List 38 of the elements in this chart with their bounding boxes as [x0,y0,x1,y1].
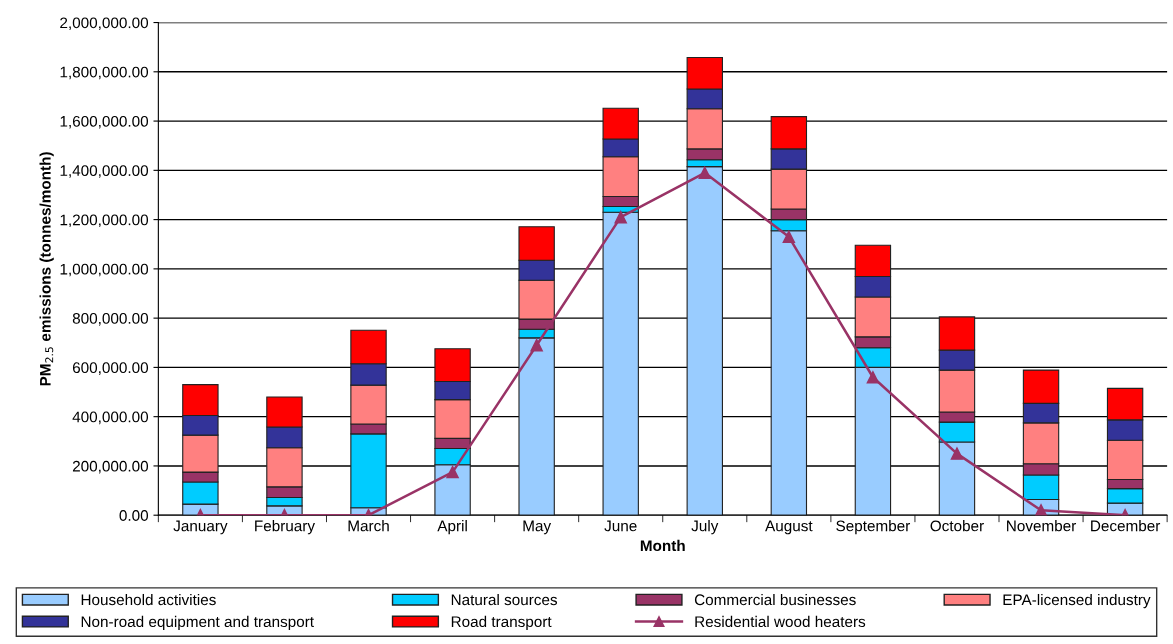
x-tick-label: June [604,520,637,532]
y-tick-label: 1,000,000.00 [60,263,149,277]
y-tick-label: 400,000.00 [72,411,149,425]
x-tick-label: October [930,520,984,532]
legend-label: Natural sources [451,593,558,606]
y-tick-label: 800,000.00 [72,313,149,326]
point [782,230,796,244]
legend-label: Non-road equipment and transport [81,615,314,631]
x-tick-label: January [173,520,228,535]
point [866,371,880,384]
x-tick-label: February [255,520,315,535]
x-tick-label: July [691,520,719,535]
y-tick-label: 200,000.00 [72,460,149,474]
bar [602,211,639,516]
legend-label: Residential wood heaters [695,615,866,628]
x-axis-title: Month [640,539,685,552]
x-tick-label: December [1091,520,1161,532]
x-tick-label: September [836,520,911,535]
y-tick-label: 1,400,000.00 [60,165,149,178]
y-tick-label: 0.00 [119,510,149,521]
y-tick-label: 2,000,000.00 [60,17,149,31]
point [530,338,543,352]
legend-label: Commercial businesses [694,593,856,606]
x-tick-label: April [437,520,467,535]
y-tick-label: 600,000.00 [72,362,149,375]
y-tick-label: 1,800,000.00 [60,66,149,80]
y-tick-label: 1,600,000.00 [60,115,149,129]
y-axis-title: PM$_{2.5}$ emissions (tonnes/month) [39,152,54,386]
point [698,166,712,180]
x-tick-label: August [765,520,813,535]
point [614,210,627,224]
legend-label: EPA-licensed industry [1003,593,1151,609]
legend-label: Road transport [451,615,552,631]
x-tick-label: May [523,520,552,535]
x-tick-label: November [1007,520,1077,532]
legend-label: Household activities [81,593,216,606]
x-tick-label: March [348,520,389,532]
y-tick-label: 1,200,000.00 [60,214,149,228]
